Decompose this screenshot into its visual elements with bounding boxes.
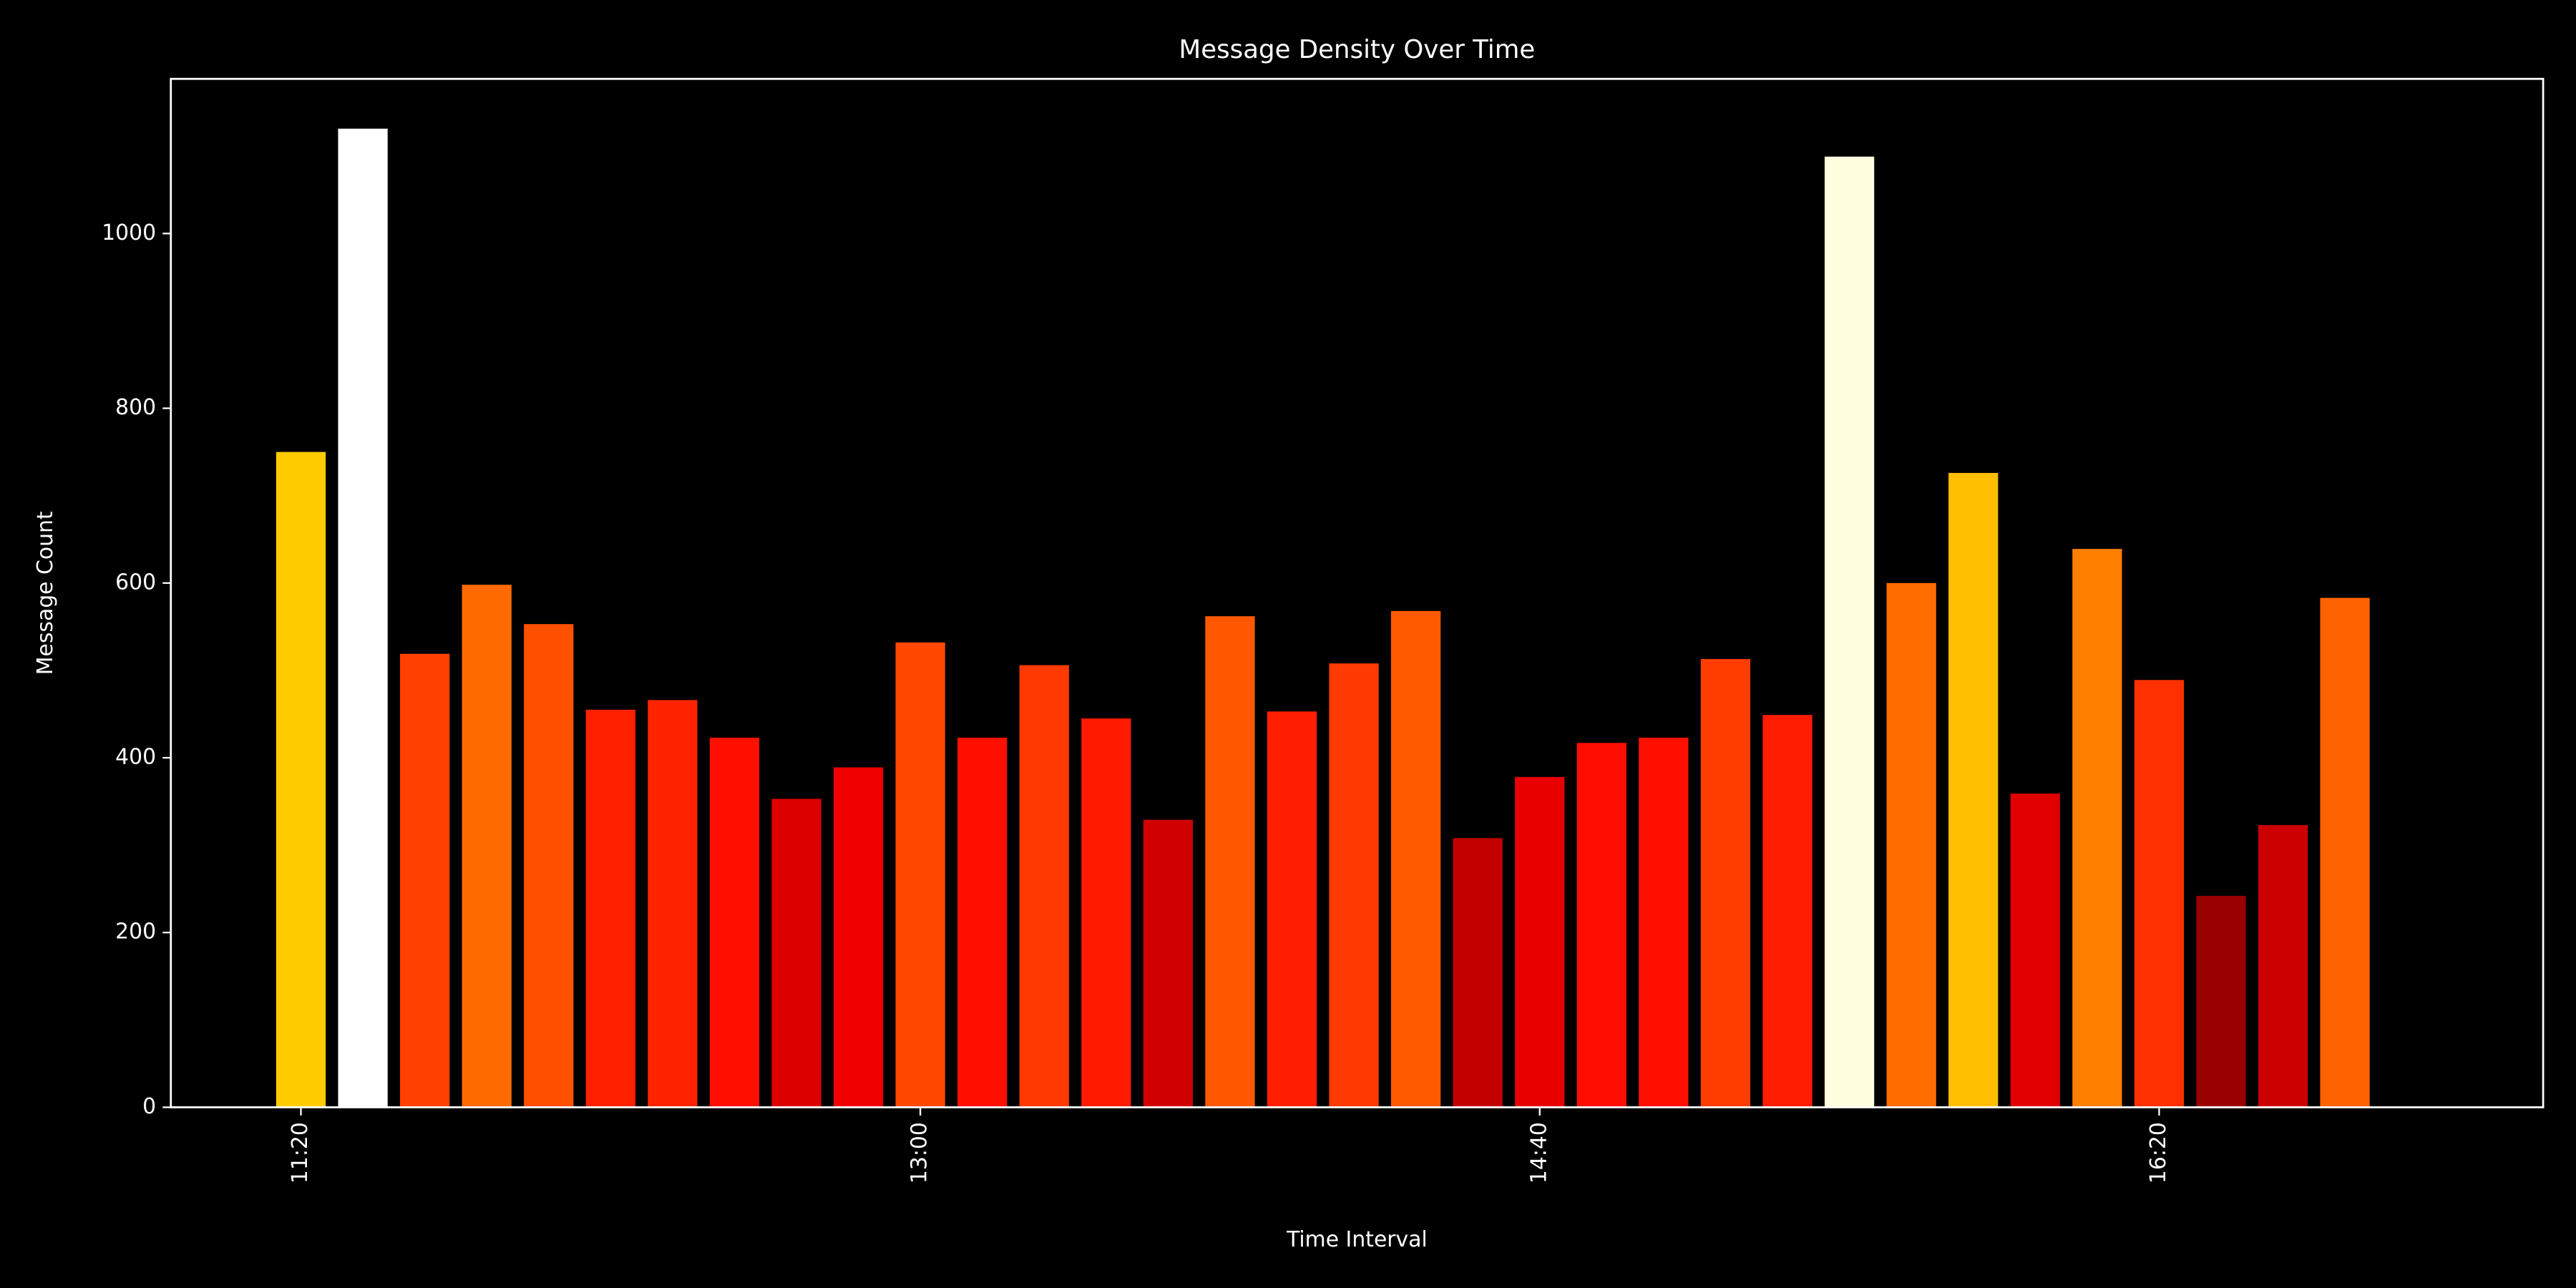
bar <box>957 737 1008 1108</box>
bar <box>1267 711 1317 1108</box>
bar <box>1515 776 1565 1108</box>
bar <box>1143 819 1194 1108</box>
x-axis-label: Time Interval <box>1286 1227 1428 1252</box>
y-tick-label: 800 <box>115 395 156 420</box>
bar <box>338 128 388 1108</box>
chart-title: Message Density Over Time <box>1179 35 1536 64</box>
bar <box>524 624 574 1108</box>
bar <box>2010 794 2060 1108</box>
bar <box>1948 472 1999 1108</box>
bar <box>833 767 884 1108</box>
bar <box>1824 156 1875 1108</box>
bar <box>1205 616 1255 1108</box>
y-tick-label: 0 <box>142 1094 156 1119</box>
y-tick-label: 400 <box>115 745 156 770</box>
bar <box>462 585 512 1108</box>
y-tick-label: 200 <box>115 919 156 945</box>
plot-frame <box>170 77 2545 1108</box>
bar <box>2134 680 2185 1108</box>
bar <box>1576 743 1626 1108</box>
bar <box>275 452 326 1108</box>
bar <box>2258 825 2308 1108</box>
bar <box>1453 838 1503 1108</box>
y-tick-label: 1000 <box>102 220 156 245</box>
bar <box>1639 737 1689 1108</box>
bar <box>585 709 635 1108</box>
bar <box>648 700 698 1108</box>
bar <box>1762 715 1813 1108</box>
y-tick-label: 600 <box>115 570 156 595</box>
bar <box>2072 549 2122 1108</box>
y-axis-label: Message Count <box>33 511 58 675</box>
x-tick-label: 16:20 <box>2146 1122 2171 1184</box>
bar <box>1886 582 1936 1108</box>
x-tick-label: 11:20 <box>288 1122 313 1184</box>
bar <box>895 642 945 1108</box>
bar <box>709 737 760 1108</box>
x-tick-label: 13:00 <box>907 1122 932 1184</box>
bar <box>1019 665 1069 1108</box>
x-tick-label: 14:40 <box>1526 1122 1551 1184</box>
bar <box>771 799 821 1108</box>
bar <box>1391 610 1441 1108</box>
bar <box>1081 718 1131 1108</box>
bar <box>2320 597 2370 1108</box>
bar <box>1700 659 1751 1108</box>
bar <box>1329 663 1379 1108</box>
bar <box>2196 895 2246 1108</box>
bar <box>400 653 450 1108</box>
